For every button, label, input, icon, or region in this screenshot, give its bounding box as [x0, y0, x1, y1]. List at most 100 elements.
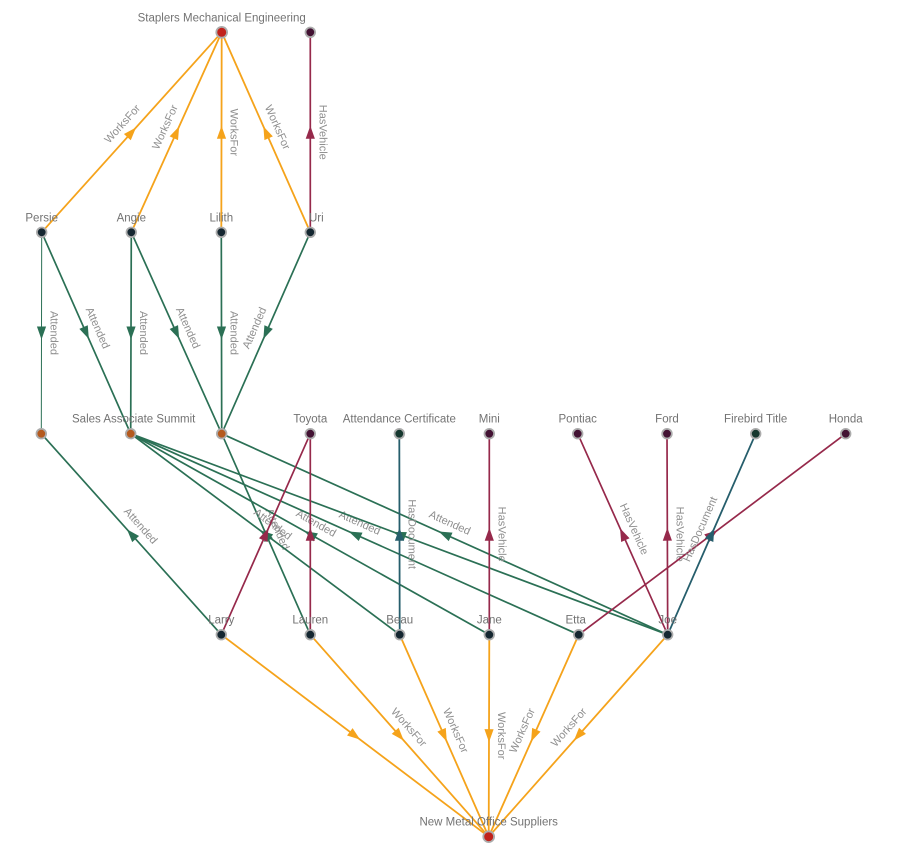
node-label-lauren: Lauren: [292, 615, 328, 627]
arrowhead-icon: [662, 527, 672, 541]
node-mini[interactable]: [483, 428, 496, 440]
node-event2[interactable]: [215, 428, 228, 440]
node-label-sas: Sales Associate Summit: [72, 414, 196, 426]
arrowhead-icon: [704, 528, 715, 542]
node-angie[interactable]: [125, 226, 138, 239]
edge-label: WorksFor: [388, 706, 429, 750]
arrowhead-icon: [394, 527, 405, 541]
node-etta[interactable]: [573, 629, 585, 641]
edge-jane-newmetal: WorksFor: [484, 633, 507, 838]
arrowhead-icon: [216, 125, 227, 139]
arrowhead-icon: [126, 529, 140, 543]
node-label-newmetal: New Metal Office Suppliers: [419, 817, 558, 829]
edge-label: HasVehicle: [316, 105, 328, 160]
node-layer: [35, 25, 852, 843]
node-firebird[interactable]: [750, 428, 762, 440]
arrowhead-icon: [573, 727, 586, 741]
arrowhead-icon: [437, 727, 447, 742]
edge-label: WorksFor: [262, 103, 292, 152]
node-label-honda: Honda: [829, 414, 863, 426]
arrowhead-icon: [347, 728, 361, 740]
edge-larry-event1: Attended: [40, 432, 223, 636]
edge-persie-event1: Attended: [36, 231, 60, 435]
edge-larry-newmetal: [220, 633, 490, 838]
arrowhead-icon: [126, 326, 136, 340]
edge-etta-sas: Attended: [129, 432, 580, 636]
node-label-mini: Mini: [479, 414, 500, 426]
edge-label: HasVehicle: [673, 507, 685, 562]
arrowhead-icon: [531, 727, 541, 742]
node-label-attcert: Attendance Certificate: [343, 414, 456, 426]
node-joe[interactable]: [662, 629, 674, 641]
arrowhead-icon: [305, 527, 315, 541]
edge-persie-staplers: WorksFor: [40, 31, 223, 234]
node-label-toyota: Toyota: [293, 414, 327, 426]
arrowhead-icon: [438, 531, 453, 542]
node-label-beau: Beau: [386, 615, 413, 627]
node-lauren[interactable]: [304, 629, 317, 641]
arrowhead-icon: [263, 126, 273, 141]
arrowhead-icon: [123, 127, 137, 141]
edge-jane-mini: HasVehicle: [484, 432, 507, 636]
edge-lauren-toyota: [305, 432, 315, 636]
edge-joe-pontiac: HasVehicle: [576, 432, 669, 636]
node-pontiac[interactable]: [572, 428, 584, 440]
node-label-angie: Angie: [117, 212, 146, 224]
edge-angie-staplers: WorksFor: [130, 31, 223, 234]
node-label-ford: Ford: [655, 414, 679, 426]
edge-label: WorksFor: [495, 712, 507, 760]
node-event1[interactable]: [35, 428, 48, 440]
edge-lilith-event2: Attended: [216, 231, 240, 435]
node-label-layer: Staplers Mechanical Engineering Persie Ang…: [25, 12, 863, 828]
node-newmetal[interactable]: [482, 830, 496, 843]
node-toyota[interactable]: [304, 428, 317, 440]
node-attcert[interactable]: [393, 428, 406, 440]
edge-label: Attended: [228, 311, 240, 355]
edge-label: Attended: [48, 311, 60, 355]
node-label-firebird: Firebird Title: [724, 414, 787, 426]
edge-label: WorksFor: [102, 102, 143, 146]
arrowhead-icon: [305, 125, 315, 139]
node-label-uri: Uri: [309, 212, 324, 224]
edge-label: Attended: [121, 506, 159, 547]
edge-label: WorksFor: [549, 706, 590, 750]
edge-larry-toyota: [220, 432, 312, 636]
edge-label: WorksFor: [228, 109, 240, 157]
edge-label: HasDocument: [406, 499, 418, 569]
arrowhead-icon: [620, 528, 630, 543]
arrowhead-icon: [484, 527, 494, 541]
edge-layer: WorksFor WorksFor WorksFor WorksFor HasVehic…: [36, 31, 847, 838]
node-honda[interactable]: [840, 428, 852, 440]
node-lilith[interactable]: [215, 226, 228, 239]
node-label-etta: Etta: [565, 615, 586, 627]
edge-lilith-staplers: WorksFor: [216, 31, 240, 234]
edge-beau-attcert: HasDocument: [394, 432, 418, 636]
arrowhead-icon: [216, 326, 227, 340]
arrowhead-icon: [169, 325, 180, 339]
node-label-larry: Larry: [208, 615, 234, 627]
node-beau[interactable]: [394, 629, 406, 641]
arrowhead-icon: [263, 325, 273, 339]
edge-joe-ford: HasVehicle: [662, 432, 685, 636]
node-label-persie: Persie: [25, 212, 58, 224]
node-label-lilith: Lilith: [209, 212, 233, 224]
arrowhead-icon: [79, 325, 89, 339]
node-sas[interactable]: [124, 428, 137, 440]
node-label-joe: Joe: [658, 615, 677, 627]
edge-label: WorksFor: [150, 103, 181, 152]
node-jane[interactable]: [483, 629, 496, 641]
node-larry[interactable]: [215, 629, 228, 641]
arrowhead-icon: [484, 729, 494, 743]
node-vehicle_top[interactable]: [304, 26, 317, 39]
node-label-pontiac: Pontiac: [559, 414, 598, 426]
node-persie[interactable]: [36, 226, 48, 239]
arrowhead-icon: [169, 126, 180, 141]
node-staplers[interactable]: [215, 25, 229, 39]
node-uri[interactable]: [304, 226, 317, 239]
edge-uri-vehicle_top: HasVehicle: [305, 31, 328, 234]
arrowhead-icon: [36, 326, 47, 340]
node-ford[interactable]: [661, 428, 673, 440]
node-label-jane: Jane: [477, 615, 502, 627]
